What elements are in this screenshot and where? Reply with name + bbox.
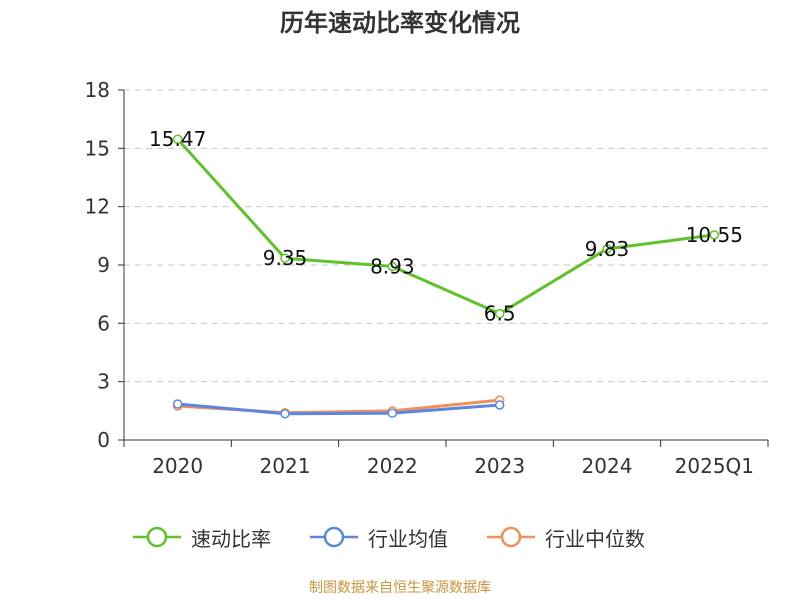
x-tick-label: 2024: [582, 454, 633, 478]
legend-label-main: 速动比率: [191, 526, 271, 551]
series-line-1: [177, 402, 500, 416]
data-point[interactable]: [280, 253, 290, 263]
source-note: 制图数据来自恒生聚源数据库: [309, 580, 491, 596]
data-point[interactable]: [494, 400, 505, 410]
data-label: 9.35: [263, 246, 308, 270]
axes: 0 3 6 9 12 15 18 2020 2021 2022 2023 2024 2025Q1: [85, 78, 769, 478]
grid-lines: [124, 89, 768, 383]
data-label: 9.83: [585, 237, 630, 261]
legend-label-median: 行业中位数: [545, 526, 645, 551]
chart-title: 历年速动比率变化情况: [280, 9, 520, 37]
data-point[interactable]: [172, 399, 183, 409]
legend-marker-median: [487, 526, 535, 548]
legend-item-avg[interactable]: 行业均值: [310, 519, 448, 555]
legend-label-avg: 行业均值: [368, 526, 448, 551]
series-lines: [172, 134, 720, 419]
x-tick-label: 2023: [474, 454, 525, 478]
data-point[interactable]: [280, 409, 290, 419]
data-label: 10.55: [686, 223, 743, 247]
x-tick-label: 2025Q1: [675, 454, 754, 478]
data-point[interactable]: [387, 408, 398, 418]
y-tick-label: 3: [97, 370, 110, 394]
series-line-2: [177, 398, 500, 415]
legend-marker-avg: [310, 526, 358, 548]
data-point[interactable]: [602, 244, 612, 254]
x-tick-label: 2021: [260, 454, 311, 478]
x-tick-label: 2020: [152, 454, 203, 478]
y-tick-label: 6: [97, 311, 110, 335]
legend-item-main[interactable]: 速动比率: [133, 519, 271, 555]
y-tick-label: 15: [85, 136, 110, 160]
x-tick-label: 2022: [367, 454, 418, 478]
series-line-0: [176, 138, 715, 316]
data-label: 8.93: [370, 254, 415, 278]
data-point[interactable]: [709, 230, 720, 240]
data-point[interactable]: [172, 134, 183, 144]
data-label: 15.47: [149, 127, 206, 151]
data-point[interactable]: [494, 308, 505, 319]
data-point[interactable]: [387, 261, 398, 272]
data-labels: 15.47 9.35 8.93 6.5 9.83 10.55: [149, 127, 743, 325]
legend-item-median[interactable]: 行业中位数: [487, 519, 645, 555]
legend: 速动比率 行业均值 行业中位数: [0, 519, 800, 555]
y-tick-label: 12: [85, 195, 110, 219]
legend-marker-main: [133, 526, 181, 548]
y-tick-label: 0: [97, 428, 110, 452]
y-tick-label: 18: [85, 78, 110, 102]
data-label: 6.5: [484, 302, 516, 326]
y-tick-label: 9: [97, 253, 110, 277]
